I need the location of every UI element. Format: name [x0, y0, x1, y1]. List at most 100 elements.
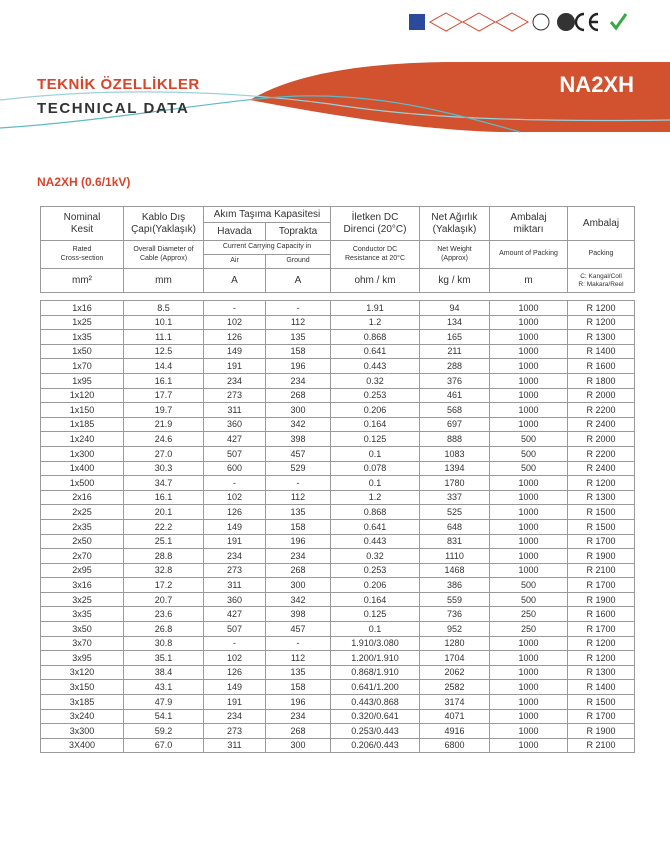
- table-cell: 500: [489, 577, 568, 593]
- table-row: 1x120 17.7 273 268 0.253 461 1000 R 2000: [40, 387, 635, 404]
- table-cell: -: [265, 635, 331, 652]
- table-cell: 273: [203, 387, 266, 404]
- table-cell: 268: [265, 387, 331, 404]
- table-cell: ohm / km: [330, 268, 420, 293]
- table-cell: 2062: [419, 664, 490, 681]
- header-cell: Conductor DC Resistance at 20°C: [330, 240, 420, 269]
- table-cell: R 2100: [567, 562, 635, 579]
- table-cell: 0.164: [330, 416, 420, 433]
- table-row: 1x240 24.6 427 398 0.125 888 500 R 2000: [40, 431, 635, 447]
- table-cell: 3x185: [40, 694, 124, 710]
- table-cell: 1000: [489, 504, 568, 520]
- table-cell: R 1500: [567, 504, 635, 520]
- table-cell: 2x70: [40, 548, 124, 564]
- table-cell: R 1600: [567, 358, 635, 374]
- table-cell: 311: [203, 737, 266, 754]
- table-row: 3x50 26.8 507 457 0.1 952 250 R 1700: [40, 621, 635, 637]
- table-row: 3x120 38.4 126 135 0.868/1.910 2062 1000 R 1300: [40, 664, 635, 681]
- table-row: 3x95 35.1 102 112 1.200/1.910 1704 1000 R 1200: [40, 650, 635, 666]
- table-cell: 500: [489, 591, 568, 608]
- table-cell: 1000: [489, 372, 568, 389]
- table-cell: 3x35: [40, 606, 124, 623]
- table-cell: 507: [203, 621, 266, 637]
- header-cell: Toprakta: [265, 222, 331, 241]
- title-tr: TEKNİK ÖZELLİKLER: [37, 76, 200, 93]
- table-cell: 32.8: [123, 562, 204, 579]
- subtitle: NA2XH (0.6/1kV): [37, 175, 131, 189]
- table-cell: 0.253: [330, 562, 420, 579]
- table-cell: 0.1: [330, 475, 420, 491]
- table-cell: 16.1: [123, 489, 204, 506]
- table-cell: 268: [265, 562, 331, 579]
- table-cell: 149: [203, 518, 266, 535]
- header-cell: Net Ağırlık (Yaklaşık): [419, 206, 490, 241]
- table-cell: 1000: [489, 416, 568, 433]
- table-cell: 22.2: [123, 518, 204, 535]
- table-cell: 10.1: [123, 314, 204, 331]
- header-cell: Overall Diameter of Cable (Approx): [123, 240, 204, 269]
- table-cell: 300: [265, 737, 331, 754]
- table-cell: 500: [489, 431, 568, 447]
- table-cell: R 1400: [567, 679, 635, 696]
- table-cell: R 1500: [567, 518, 635, 535]
- header-cell: Net Weight (Approx): [419, 240, 490, 269]
- table-cell: 250: [489, 621, 568, 637]
- table-cell: 0.868: [330, 329, 420, 345]
- table-cell: 1x185: [40, 416, 124, 433]
- table-cell: 648: [419, 518, 490, 535]
- table-cell: 135: [265, 664, 331, 681]
- table-cell: 3x300: [40, 723, 124, 739]
- table-cell: 196: [265, 358, 331, 374]
- table-cell: R 1300: [567, 489, 635, 506]
- table-cell: 165: [419, 329, 490, 345]
- table-cell: R 2400: [567, 416, 635, 433]
- table-cell: 457: [265, 621, 331, 637]
- table-cell: mm: [123, 268, 204, 293]
- table-cell: 1.2: [330, 489, 420, 506]
- table-cell: 27.0: [123, 445, 204, 462]
- table-cell: 1x16: [40, 300, 124, 316]
- spec-table: Nominal Kesit Kablo Dış Çapı(Yaklaşık) A…: [40, 206, 635, 754]
- table-cell: 1000: [489, 329, 568, 345]
- table-cell: 112: [265, 489, 331, 506]
- table-cell: 1.200/1.910: [330, 650, 420, 666]
- table-cell: R 2400: [567, 460, 635, 477]
- table-cell: 54.1: [123, 708, 204, 725]
- header-cell: Current Carrying Capacity in: [203, 240, 331, 255]
- table-cell: -: [203, 475, 266, 491]
- table-cell: 1000: [489, 723, 568, 739]
- table-cell: 6800: [419, 737, 490, 754]
- header-cell: Rated Cross-section: [40, 240, 124, 269]
- table-cell: 1x500: [40, 475, 124, 491]
- table-cell: 1000: [489, 708, 568, 725]
- table-cell: 4916: [419, 723, 490, 739]
- table-cell: 2582: [419, 679, 490, 696]
- table-cell: 0.320/0.641: [330, 708, 420, 725]
- table-cell: 0.1: [330, 445, 420, 462]
- table-cell: 1000: [489, 358, 568, 374]
- product-name: NA2XH: [559, 72, 634, 97]
- table-cell: 1000: [489, 518, 568, 535]
- table-cell: 126: [203, 664, 266, 681]
- table-cell: 0.078: [330, 460, 420, 477]
- table-cell: 3x70: [40, 635, 124, 652]
- table-cell: 59.2: [123, 723, 204, 739]
- table-cell: 102: [203, 489, 266, 506]
- header-cell: Ambalaj: [567, 206, 635, 241]
- table-cell: 0.641: [330, 343, 420, 360]
- table-cell: 1000: [489, 694, 568, 710]
- table-row: 1x95 16.1 234 234 0.32 376 1000 R 1800: [40, 372, 635, 389]
- header-band: [250, 62, 670, 132]
- header-cell: İletken DC Direnci (20°C): [330, 206, 420, 241]
- table-cell: 17.2: [123, 577, 204, 593]
- table-cell: 1280: [419, 635, 490, 652]
- table-cell: A: [203, 268, 266, 293]
- table-cell: 1x95: [40, 372, 124, 389]
- table-cell: 0.641: [330, 518, 420, 535]
- table-row: 2x16 16.1 102 112 1.2 337 1000 R 1300: [40, 489, 635, 506]
- table-cell: 697: [419, 416, 490, 433]
- table-row: 1x70 14.4 191 196 0.443 288 1000 R 1600: [40, 358, 635, 374]
- table-cell: 1x240: [40, 431, 124, 447]
- table-cell: 134: [419, 314, 490, 331]
- table-cell: 3x240: [40, 708, 124, 725]
